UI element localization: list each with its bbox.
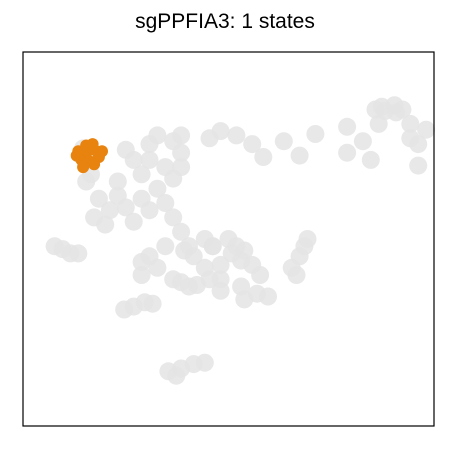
highlighted-point-9	[88, 158, 100, 170]
background-point-9	[338, 118, 356, 136]
background-point-97	[227, 237, 245, 255]
background-point-19	[401, 129, 419, 147]
background-point-14	[338, 144, 356, 162]
background-point-18	[409, 157, 427, 175]
background-point-81	[133, 253, 151, 271]
background-points-layer	[46, 96, 436, 385]
background-point-50	[141, 151, 159, 169]
background-point-51	[156, 158, 174, 176]
highlighted-point-11	[77, 161, 89, 173]
background-point-42	[125, 213, 143, 231]
highlighted-point-8	[71, 150, 83, 162]
background-point-8	[306, 125, 324, 143]
background-point-86	[299, 230, 317, 248]
background-point-96	[204, 237, 222, 255]
background-point-35	[90, 190, 108, 208]
background-point-61	[259, 288, 277, 306]
background-point-41	[96, 216, 114, 234]
background-point-21	[227, 126, 245, 144]
background-point-16	[254, 148, 272, 166]
background-point-17	[362, 151, 380, 169]
background-point-15	[291, 147, 309, 165]
background-point-62	[235, 290, 253, 308]
background-point-79	[148, 259, 166, 277]
background-point-102	[167, 367, 185, 385]
background-point-7	[275, 132, 293, 150]
background-point-10	[370, 115, 388, 133]
background-point-87	[288, 266, 306, 284]
background-point-75	[164, 270, 182, 288]
background-point-101	[196, 354, 214, 372]
background-point-43	[141, 201, 159, 219]
background-point-95	[115, 301, 133, 319]
highlighted-point-10	[96, 145, 108, 157]
background-point-48	[109, 187, 127, 205]
highlighted-point-7	[87, 138, 99, 150]
background-point-82	[156, 237, 174, 255]
background-point-26	[148, 126, 166, 144]
background-point-49	[117, 141, 135, 159]
background-point-91	[69, 244, 87, 262]
background-point-20	[354, 132, 372, 150]
background-point-74	[188, 276, 206, 294]
background-point-39	[77, 173, 95, 191]
background-point-23	[201, 129, 219, 147]
background-point-76	[212, 256, 230, 274]
background-point-77	[251, 266, 269, 284]
